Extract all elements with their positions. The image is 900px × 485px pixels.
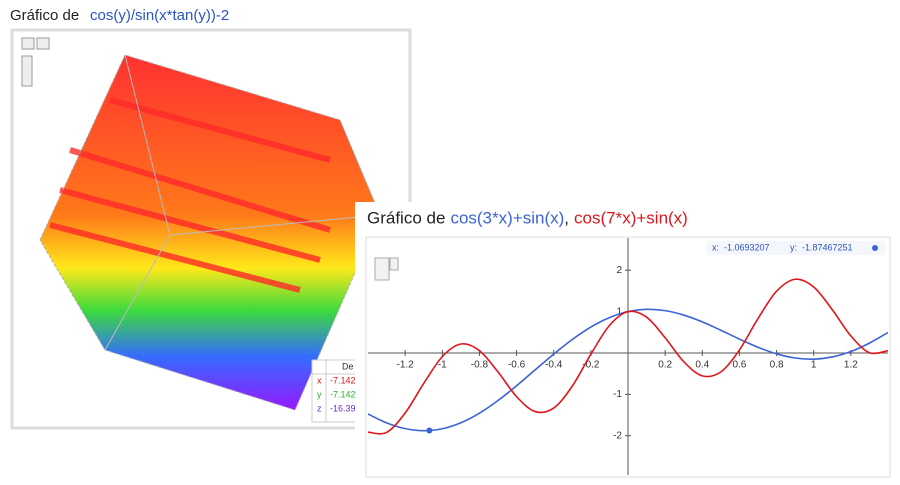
coordinate-table: De: [311, 359, 359, 423]
x-tick-label: -0.6: [508, 360, 526, 371]
play-button[interactable]: [36, 37, 50, 50]
cursor-y-value: -1.87467251: [802, 242, 853, 252]
table-axis: x: [317, 375, 322, 385]
formula: cos(y)/sin(x*tan(y))-2: [90, 7, 229, 24]
y-tick-label: 2: [616, 265, 622, 276]
title-separator: ,: [564, 208, 569, 227]
cursor-x-value: -1.0693207: [724, 242, 770, 252]
x-tick-label: -1.2: [397, 360, 415, 371]
table-axis: y: [317, 389, 322, 399]
x-tick-label: -0.4: [545, 360, 563, 371]
table-value: -7.142: [330, 375, 356, 385]
x-tick-label: -0.8: [471, 360, 489, 371]
bounding-box: [39, 54, 381, 411]
table-axis: z: [317, 403, 322, 413]
cursor-x-label: x:: [712, 242, 719, 252]
table-header: De: [342, 361, 354, 371]
surface-ridges: [49, 97, 331, 293]
cursor-readout: [707, 241, 885, 255]
table-value: -16.39: [330, 403, 356, 413]
series-line: [368, 278, 888, 435]
title-prefix: Gráfico de: [10, 7, 79, 24]
x-tick-label: 1.2: [844, 360, 858, 371]
x-tick-label: -1: [438, 360, 447, 371]
cursor-series-dot: [872, 245, 878, 251]
zoom-control[interactable]: [374, 257, 390, 281]
title-prefix: Gráfico de: [367, 208, 445, 227]
x-tick-label: -0.2: [582, 360, 600, 371]
cursor-y-label: y:: [790, 242, 797, 252]
reset-button[interactable]: [21, 37, 35, 50]
y-tick-label: -2: [613, 430, 622, 441]
box-edge: [169, 214, 381, 236]
table-value: -7.142: [330, 389, 356, 399]
x-tick-label: 0.4: [695, 360, 709, 371]
y-tick-label: 1: [616, 306, 622, 317]
cursor-point: [426, 427, 433, 434]
y-tick-label: -1: [613, 389, 622, 400]
box-edge: [124, 54, 171, 236]
legend-entry: cos(3*x)+sin(x): [450, 208, 564, 227]
x-tick-label: 0.8: [770, 360, 784, 371]
x-tick-label: 0.6: [732, 360, 746, 371]
pan-button[interactable]: [389, 257, 399, 271]
zoom-control[interactable]: [21, 55, 33, 87]
x-tick-label: 1: [811, 360, 817, 371]
box-edge: [104, 234, 171, 351]
legend-entry: cos(7*x)+sin(x): [574, 208, 688, 227]
x-tick-label: 0.2: [658, 360, 672, 371]
